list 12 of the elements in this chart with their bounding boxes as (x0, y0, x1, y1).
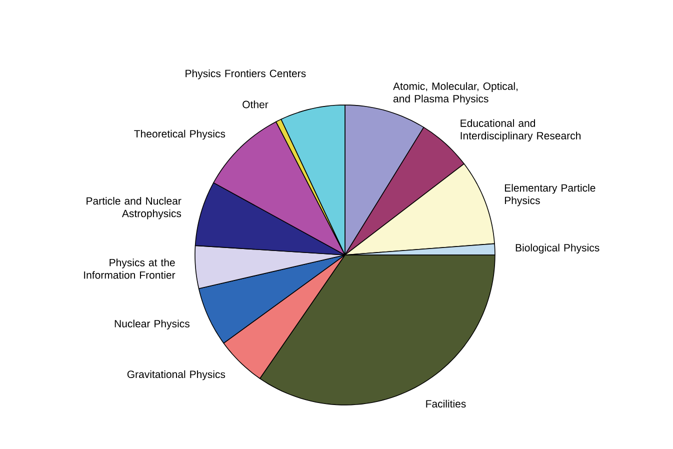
slice-label: Nuclear Physics (114, 320, 190, 330)
slice-label: Educational and Interdisciplinary Research (460, 119, 581, 142)
slice-label: Atomic, Molecular, Optical, and Plasma Physics (393, 82, 518, 105)
slice-label: Facilities (426, 400, 466, 408)
slice-label: Theoretical Physics (134, 130, 226, 140)
slice-label: Physics at the Information Frontier (84, 258, 176, 279)
slice-label: Gravitational Physics (127, 370, 226, 380)
slice-label: Particle and Nuclear Astrophysics (86, 197, 182, 220)
slice-label: Elementary Particle Physics (504, 184, 596, 206)
slice-label: Other (242, 100, 268, 108)
slice-label: Physics Frontiers Centers (186, 70, 306, 80)
slice-label: Biological Physics (516, 244, 600, 254)
